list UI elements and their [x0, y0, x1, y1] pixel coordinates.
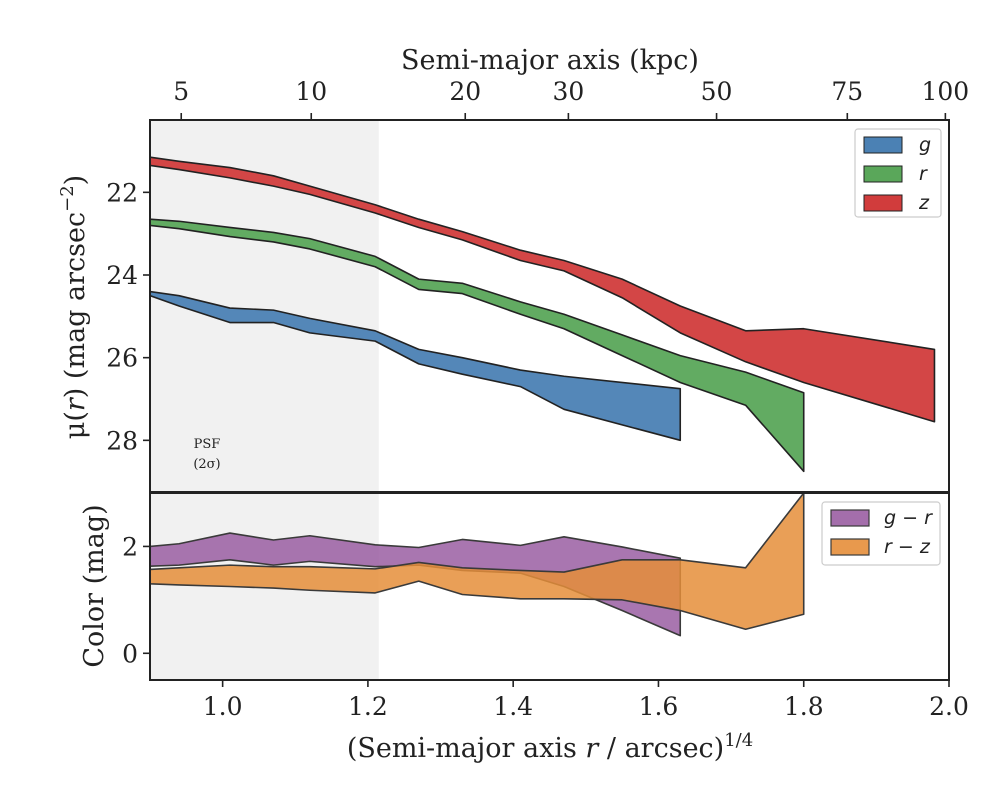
surface-brightness-y-axis: 22 24 26 28 — [106, 178, 150, 455]
surface-brightness-legend: grz — [854, 128, 942, 218]
kpc-tick-label: 20 — [449, 77, 481, 106]
color-series — [150, 493, 805, 637]
band-g — [150, 290, 682, 442]
x-tick-label: 2.0 — [929, 692, 969, 721]
x-tick-label: 1.2 — [348, 692, 388, 721]
legend-swatch-r — [863, 165, 903, 183]
surface-brightness-panel: PSF (2σ) 22 24 26 28 5 10 20 30 50 75 100 Semi-ma… — [57, 45, 969, 492]
legend-label-g: g — [919, 134, 931, 156]
x-axis-title: (Semi-major axis r / arcsec)1/4 — [347, 730, 753, 764]
band-g-r — [150, 532, 682, 637]
y-tick-label: 24 — [106, 261, 138, 290]
y-tick-label: 0 — [122, 639, 138, 668]
x-tick-label: 1.6 — [639, 692, 679, 721]
color-frame — [149, 492, 950, 681]
band-z — [150, 156, 936, 423]
surface-brightness-series — [150, 156, 936, 473]
kpc-tick-label: 75 — [831, 77, 863, 106]
x-tick-label: 1.8 — [784, 692, 824, 721]
kpc-tick-label: 30 — [552, 77, 584, 106]
kpc-tick-label: 5 — [173, 77, 189, 106]
color-y-title: Color (mag) — [79, 504, 110, 667]
y-tick-label: 28 — [106, 426, 138, 455]
band-r-z — [150, 493, 805, 631]
kpc-tick-label: 10 — [295, 77, 327, 106]
color-x-axis: 1.0 1.2 1.4 1.6 1.8 2.0 — [203, 680, 969, 721]
x-tick-label: 1.4 — [493, 692, 533, 721]
kpc-tick-label: 100 — [922, 77, 970, 106]
y-tick-label: 26 — [106, 344, 138, 373]
x-tick-label: 1.0 — [203, 692, 243, 721]
legend-swatch-g-r — [830, 509, 870, 527]
legend-label-z: z — [918, 192, 930, 214]
y-tick-label: 2 — [122, 532, 138, 561]
legend-swatch-z — [863, 194, 903, 212]
legend-swatch-g — [863, 136, 903, 154]
legend-swatch-r-z — [830, 538, 870, 556]
top-axis-title: Semi-major axis (kpc) — [401, 45, 699, 76]
color-panel: 02 1.0 1.2 1.4 1.6 1.8 2.0 Color (mag) (Semi-… — [79, 493, 969, 764]
kpc-tick-label: 50 — [701, 77, 733, 106]
psf-label: PSF — [194, 437, 221, 452]
psf-label-sigma: (2σ) — [193, 457, 220, 472]
legend-label-r-z: r − z — [884, 536, 931, 558]
y-tick-label: 22 — [106, 178, 138, 207]
color-y-axis: 02 — [122, 532, 150, 668]
kpc-top-axis: 5 10 20 30 50 75 100 — [173, 77, 969, 120]
legend-label-g-r: g − r — [884, 507, 933, 529]
band-r — [150, 218, 805, 473]
color-legend: g − r r − z — [821, 501, 941, 566]
legend-label-r: r — [919, 163, 928, 185]
surface-brightness-y-title: μ(r) (mag arcsec−2) — [57, 175, 91, 439]
